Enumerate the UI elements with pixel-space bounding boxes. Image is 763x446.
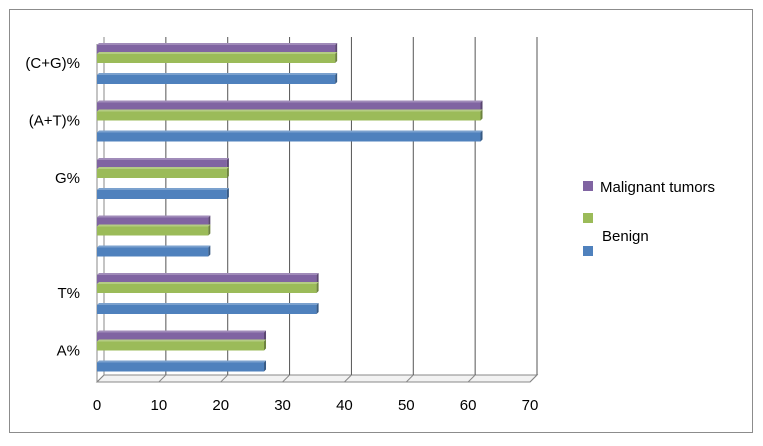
y-tick-label: G% — [55, 170, 80, 187]
bar-benign — [97, 167, 229, 178]
bar-benign — [97, 339, 267, 351]
bar-series-3 — [97, 188, 229, 199]
x-tick-label: 50 — [398, 397, 415, 414]
bar-series-3 — [97, 73, 338, 84]
bar-benign — [97, 52, 338, 63]
axis-labels: 0 10 20 30 40 50 60 70 A% T% G% (A+T)% (C+G)% — [25, 55, 538, 414]
gridlines — [96, 37, 538, 383]
y-tick-label: (C+G)% — [25, 55, 80, 72]
bar-series-3 — [97, 303, 319, 314]
legend-swatch — [583, 246, 593, 256]
legend-swatch — [583, 213, 593, 223]
x-tick-label: 10 — [151, 397, 168, 414]
bar-malignant-tumors — [97, 43, 338, 54]
x-tick-label: 30 — [274, 397, 291, 414]
bar-malignant-tumors — [97, 100, 483, 112]
floor-tick — [344, 374, 352, 383]
floor-tick — [405, 374, 414, 383]
floor-tick — [220, 374, 229, 383]
bar-malignant-tumors — [97, 158, 229, 169]
floor-tick — [467, 374, 476, 383]
floor-tick — [158, 374, 167, 383]
floor-tick — [96, 374, 105, 383]
legend: Malignant tumors Benign — [583, 179, 715, 256]
bar-malignant-tumors — [97, 330, 267, 342]
bar-series-3 — [97, 360, 267, 372]
bar-malignant-tumors — [97, 215, 211, 227]
x-tick-label: 40 — [336, 397, 353, 414]
x-tick-label: 70 — [522, 397, 539, 414]
y-tick-label: A% — [57, 343, 80, 360]
bar-series-3 — [97, 245, 211, 257]
bars — [97, 43, 483, 372]
bar-benign — [97, 282, 319, 293]
legend-label: Malignant tumors — [600, 179, 715, 196]
chart-floor — [95, 37, 539, 383]
bar-malignant-tumors — [97, 273, 319, 284]
x-tick-label: 20 — [212, 397, 229, 414]
y-tick-label: T% — [58, 285, 81, 302]
bar-benign — [97, 109, 483, 121]
bar-series-3 — [97, 130, 483, 142]
bar-benign — [97, 224, 211, 236]
x-tick-label: 60 — [460, 397, 477, 414]
y-tick-label: (A+T)% — [29, 113, 80, 130]
floor-tick — [282, 374, 290, 383]
floor-tick — [529, 374, 538, 383]
x-tick-label: 0 — [93, 397, 101, 414]
legend-swatch — [583, 181, 593, 191]
legend-label: Benign — [602, 228, 649, 245]
